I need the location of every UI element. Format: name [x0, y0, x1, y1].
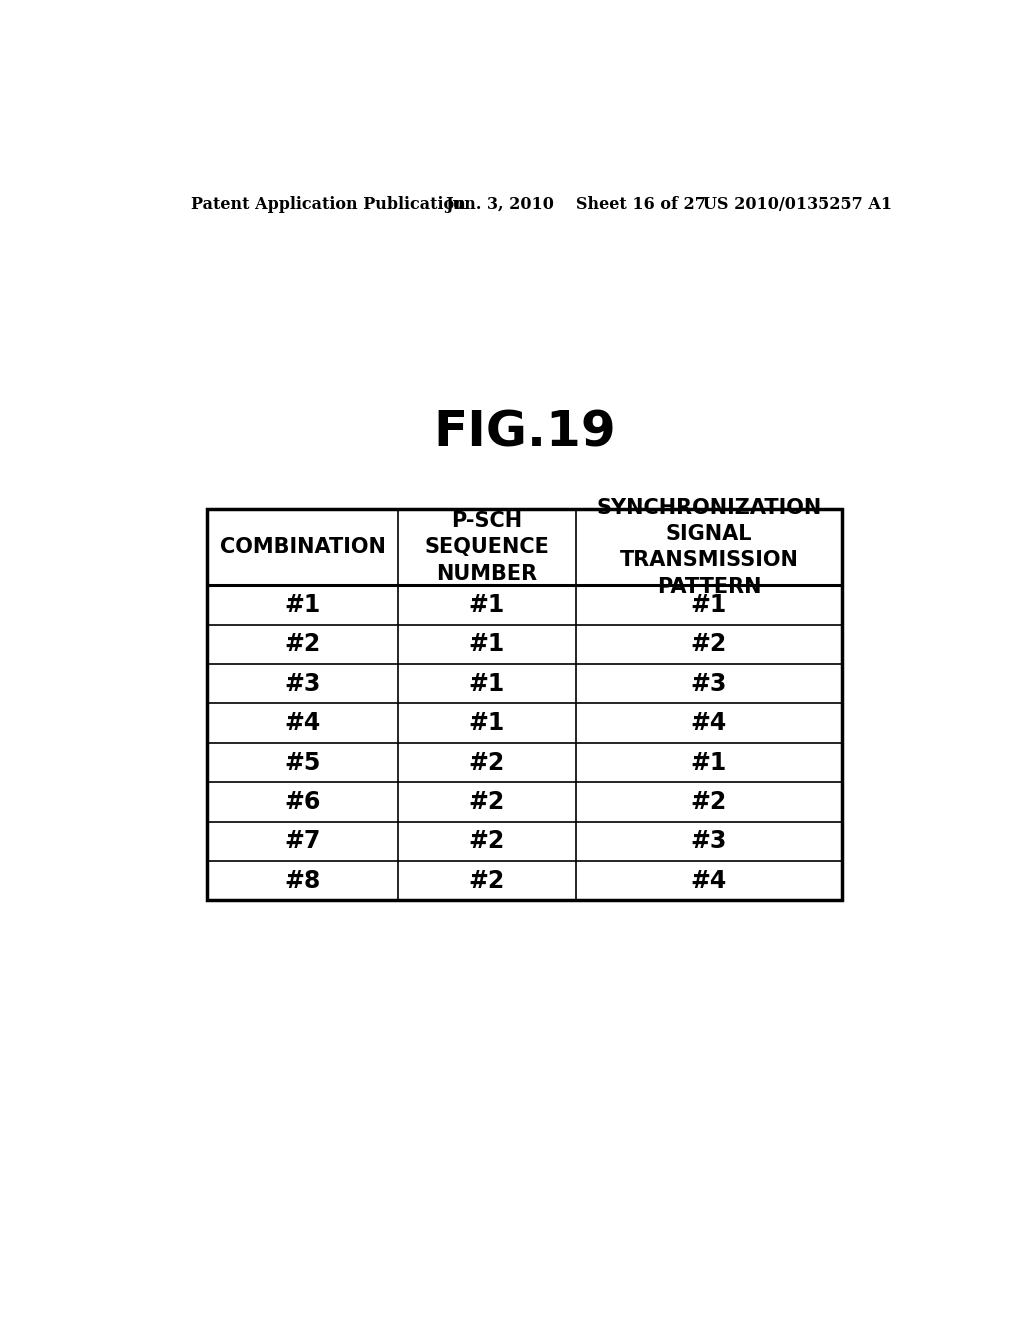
Text: #4: #4 [691, 869, 727, 892]
Text: Patent Application Publication: Patent Application Publication [191, 195, 466, 213]
Text: #2: #2 [469, 869, 505, 892]
Text: Jun. 3, 2010: Jun. 3, 2010 [445, 195, 554, 213]
Text: #1: #1 [469, 711, 505, 735]
Text: US 2010/0135257 A1: US 2010/0135257 A1 [703, 195, 893, 213]
Text: #7: #7 [285, 829, 321, 853]
Text: #2: #2 [469, 829, 505, 853]
Text: #2: #2 [469, 789, 505, 814]
Bar [207, 510, 843, 900]
Text: SYNCHRONIZATION
SIGNAL
TRANSMISSION
PATTERN: SYNCHRONIZATION SIGNAL TRANSMISSION PATT… [596, 498, 821, 597]
Text: P-SCH
SEQUENCE
NUMBER: P-SCH SEQUENCE NUMBER [424, 511, 549, 583]
Text: #3: #3 [691, 829, 727, 853]
Text: #2: #2 [469, 751, 505, 775]
Text: #4: #4 [285, 711, 321, 735]
Text: #4: #4 [691, 711, 727, 735]
Text: #6: #6 [285, 789, 321, 814]
Text: #3: #3 [285, 672, 321, 696]
Text: #3: #3 [691, 672, 727, 696]
Text: #5: #5 [285, 751, 321, 775]
Text: #1: #1 [285, 593, 321, 616]
Text: #2: #2 [691, 632, 727, 656]
Text: #8: #8 [285, 869, 321, 892]
Text: #1: #1 [469, 593, 505, 616]
Text: COMBINATION: COMBINATION [220, 537, 385, 557]
Text: #2: #2 [691, 789, 727, 814]
Text: #2: #2 [285, 632, 321, 656]
Text: #1: #1 [691, 751, 727, 775]
Text: FIG.19: FIG.19 [433, 409, 616, 457]
Text: Sheet 16 of 27: Sheet 16 of 27 [577, 195, 707, 213]
Text: #1: #1 [469, 632, 505, 656]
Text: #1: #1 [691, 593, 727, 616]
Text: #1: #1 [469, 672, 505, 696]
